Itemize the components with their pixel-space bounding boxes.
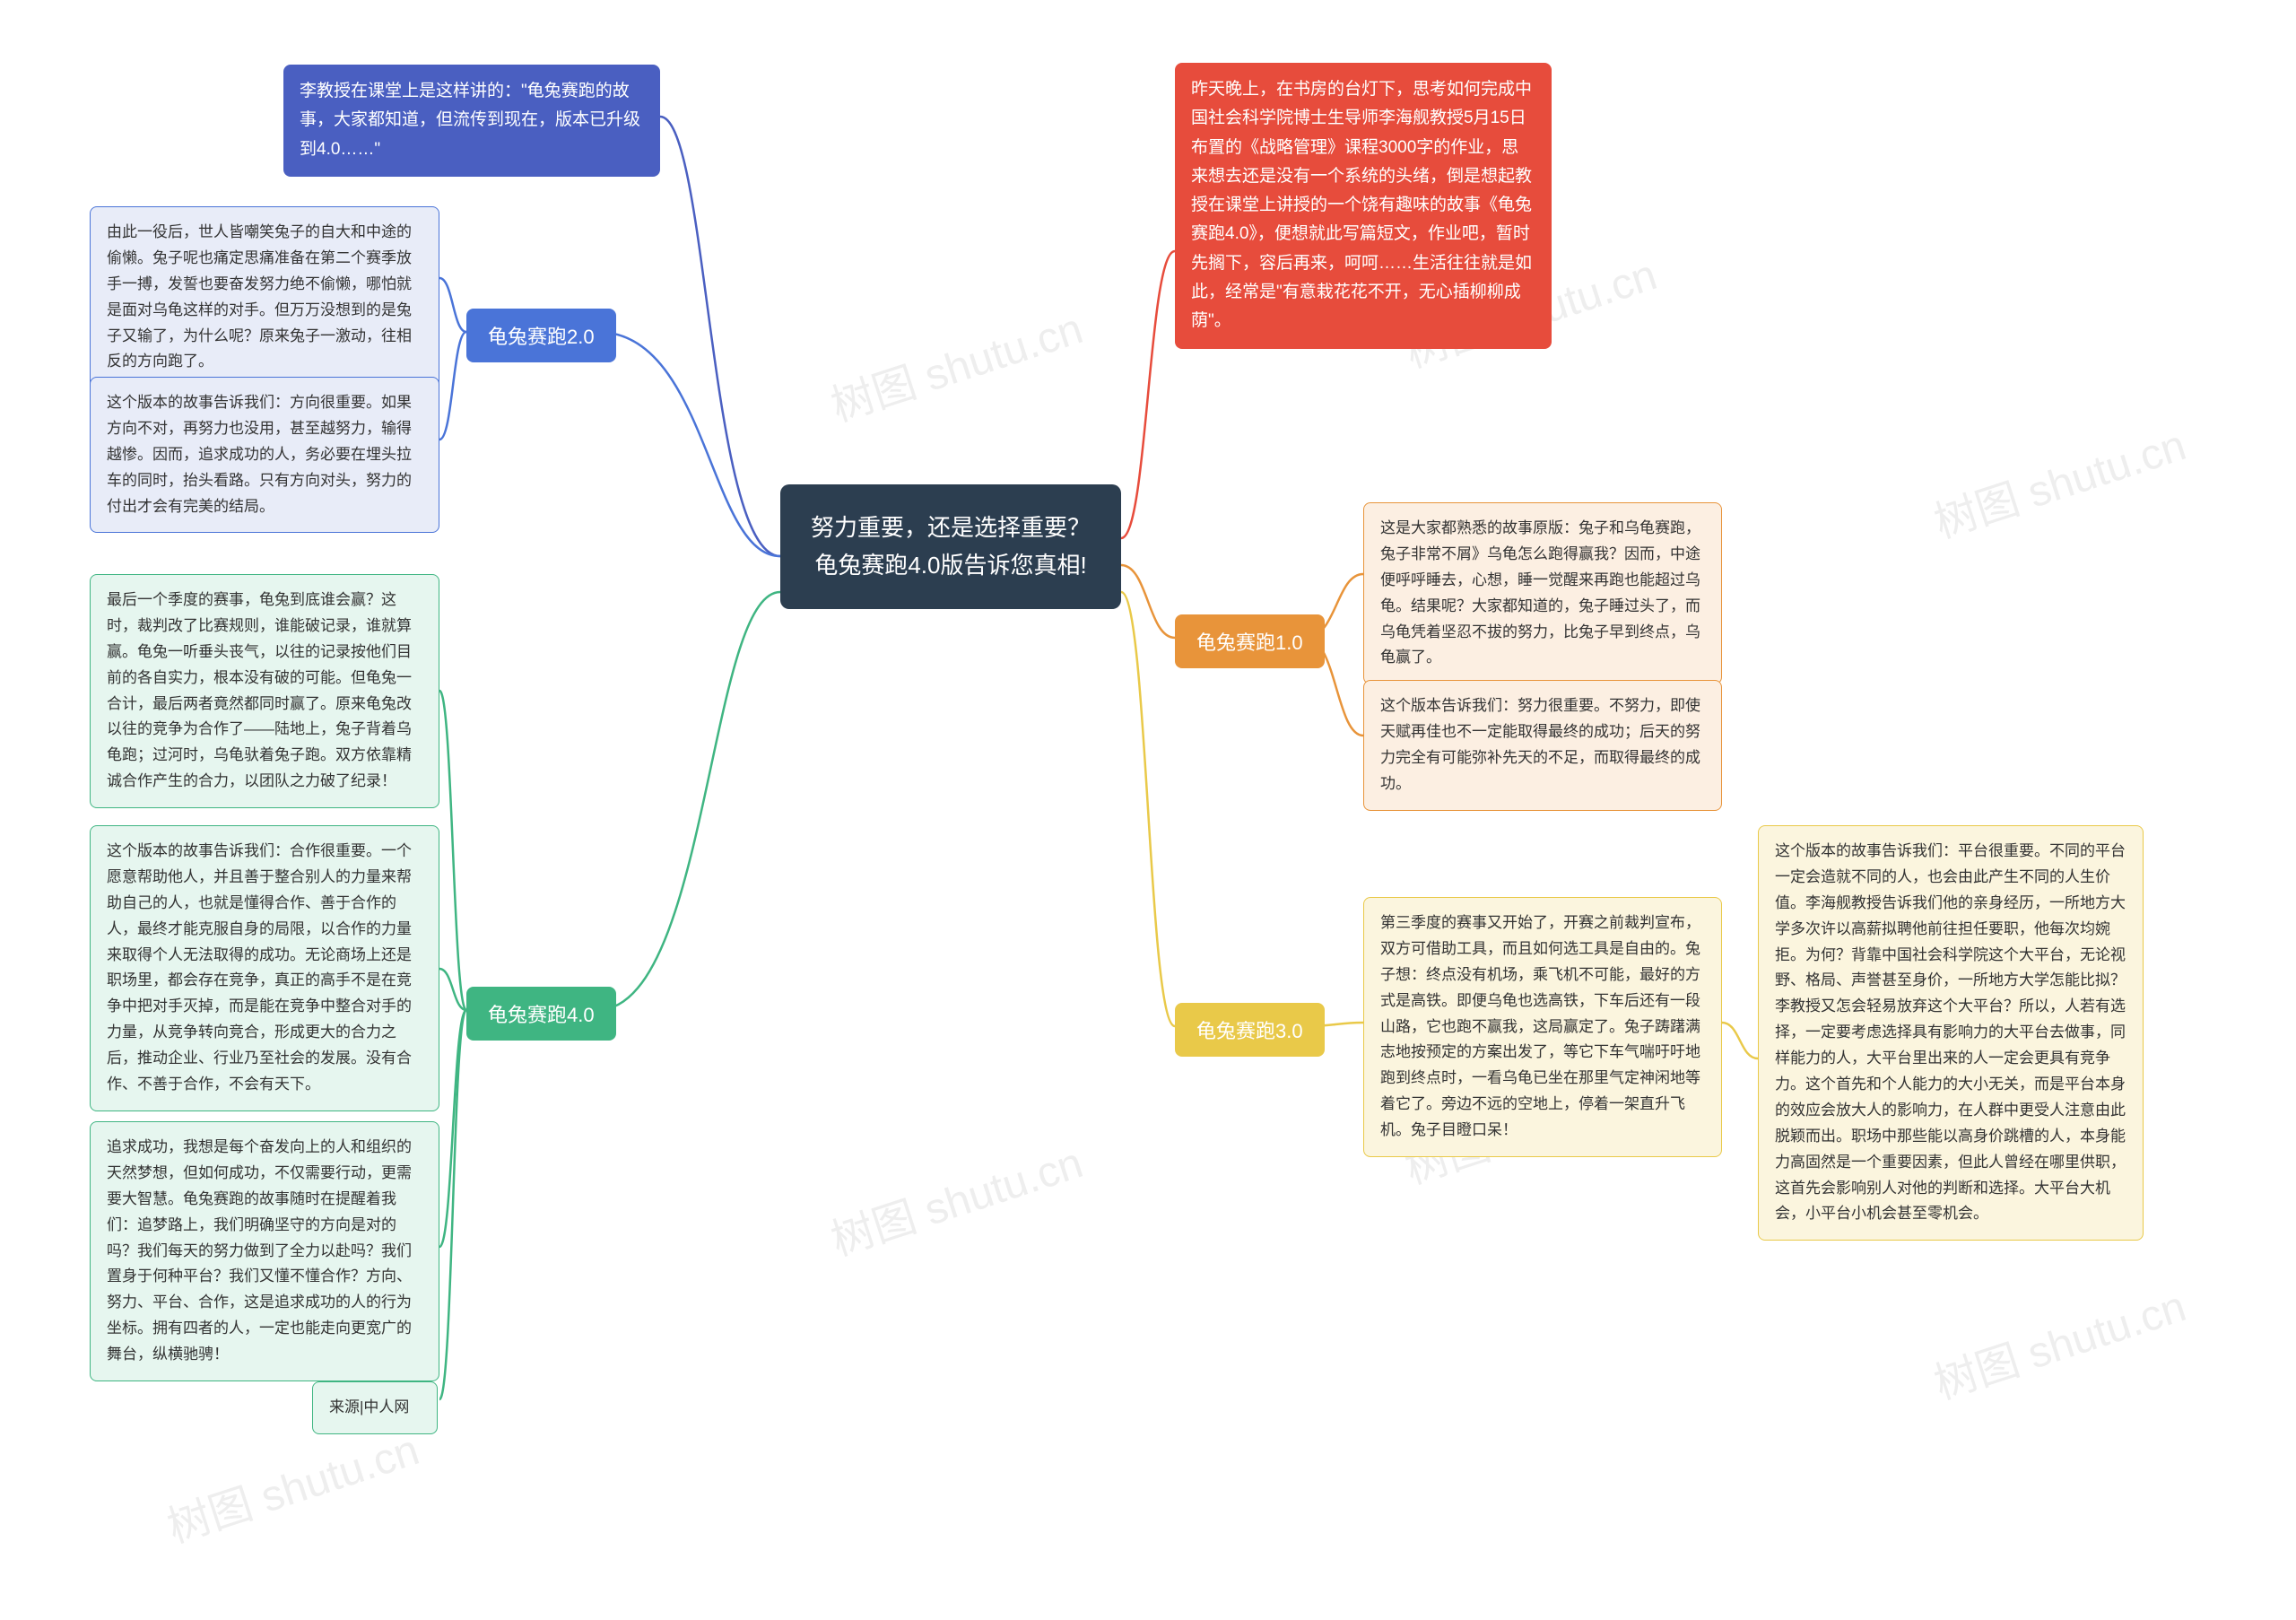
v30-leaf-0: 第三季度的赛事又开始了，开赛之前裁判宣布，双方可借助工具，而且如何选工具是自由的…: [1363, 897, 1722, 1157]
branch-v30[interactable]: 龟兔赛跑3.0: [1175, 1003, 1325, 1057]
v20-leaf-1: 这个版本的故事告诉我们：方向很重要。如果方向不对，再努力也没用，甚至越努力，输得…: [90, 377, 439, 533]
watermark: 树图 shutu.cn: [1925, 410, 2192, 550]
v10-leaf-1: 这个版本告诉我们：努力很重要。不努力，即使天赋再佳也不一定能取得最终的成功；后天…: [1363, 680, 1722, 811]
context-leaf: 昨天晚上，在书房的台灯下，思考如何完成中国社会科学院博士生导师李海舰教授5月15…: [1175, 63, 1552, 349]
watermark: 树图 shutu.cn: [822, 1128, 1089, 1267]
v20-leaf-0: 由此一役后，世人皆嘲笑兔子的自大和中途的偷懒。兔子呢也痛定思痛准备在第二个赛季放…: [90, 206, 439, 388]
watermark: 树图 shutu.cn: [158, 1415, 425, 1555]
branch-v20[interactable]: 龟兔赛跑2.0: [466, 309, 616, 362]
branch-v10[interactable]: 龟兔赛跑1.0: [1175, 614, 1325, 668]
v30-leaf-1: 这个版本的故事告诉我们：平台很重要。不同的平台一定会造就不同的人，也会由此产生不…: [1758, 825, 2144, 1241]
v40-leaf-1: 这个版本的故事告诉我们：合作很重要。一个愿意帮助他人，并且善于整合别人的力量来帮…: [90, 825, 439, 1111]
branch-v40[interactable]: 龟兔赛跑4.0: [466, 987, 616, 1041]
root-node[interactable]: 努力重要，还是选择重要？龟兔赛跑4.0版告诉您真相!: [780, 484, 1121, 609]
watermark: 树图 shutu.cn: [822, 293, 1089, 433]
v40-leaf-0: 最后一个季度的赛事，龟兔到底谁会赢？这时，裁判改了比赛规则，谁能破记录，谁就算赢…: [90, 574, 439, 808]
v10-leaf-0: 这是大家都熟悉的故事原版：兔子和乌龟赛跑，兔子非常不屑》乌龟怎么跑得赢我？因而，…: [1363, 502, 1722, 684]
intro-leaf: 李教授在课堂上是这样讲的："龟兔赛跑的故事，大家都知道，但流传到现在，版本已升级…: [283, 65, 660, 177]
watermark: 树图 shutu.cn: [1925, 1271, 2192, 1411]
v40-leaf-3: 来源|中人网: [312, 1381, 438, 1434]
v40-leaf-2: 追求成功，我想是每个奋发向上的人和组织的天然梦想，但如何成功，不仅需要行动，更需…: [90, 1121, 439, 1381]
